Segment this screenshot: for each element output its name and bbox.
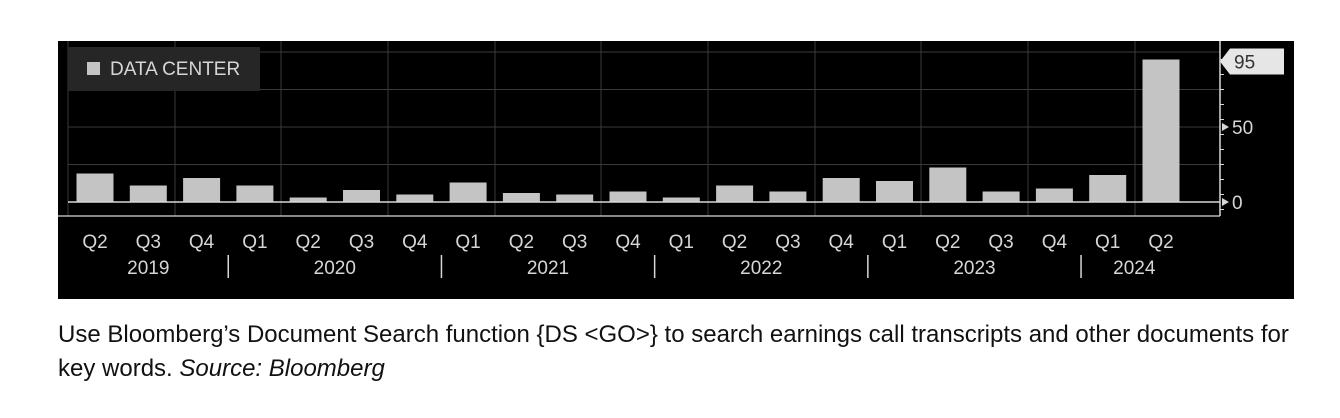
y-tick-label: 0 (1232, 193, 1243, 214)
x-tick-label: Q1 (1095, 232, 1120, 253)
data-center-bar-chart: Q2 Q3 Q4 Q1 Q2 Q3 Q4 Q1 Q2 Q3 Q4 Q1 Q2 Q3 Q4 Q1 Q2 Q3 Q4 Q1… (58, 41, 1284, 279)
last-value-label: 95 (1234, 53, 1255, 74)
bar (1089, 175, 1127, 202)
x-tick-label: Q3 (988, 232, 1013, 253)
x-tick-label: Q2 (296, 232, 321, 253)
year-label: 2022 (740, 258, 782, 279)
x-tick-label: Q2 (935, 232, 960, 253)
bar (769, 191, 807, 202)
y-tick-label: 50 (1232, 118, 1253, 139)
x-tick-label: Q1 (455, 232, 480, 253)
year-labels: 2019 2020 2021 2022 2023 2024 (127, 255, 1156, 279)
bar (396, 194, 434, 202)
figure-caption: Use Bloomberg’s Document Search function… (58, 318, 1308, 386)
x-tick-label: Q1 (669, 232, 694, 253)
bar (556, 194, 594, 202)
y-tick-labels: 0 50 (1222, 118, 1253, 214)
bar (236, 185, 274, 202)
year-label: 2024 (1113, 258, 1156, 279)
axes (58, 41, 1224, 217)
bar (449, 182, 487, 202)
legend: DATA CENTER (68, 47, 260, 91)
bar (822, 178, 860, 202)
bar (716, 185, 754, 202)
bar (289, 197, 327, 202)
bar (662, 197, 700, 202)
x-tick-label: Q3 (775, 232, 800, 253)
legend-label: DATA CENTER (110, 59, 240, 80)
year-label: 2020 (314, 258, 356, 279)
x-tick-label: Q3 (562, 232, 587, 253)
bar (183, 178, 221, 202)
bars (76, 59, 1180, 202)
y-tick-marker (1222, 198, 1229, 206)
x-tick-label: Q1 (882, 232, 907, 253)
x-tick-label: Q3 (349, 232, 374, 253)
bar (982, 191, 1020, 202)
x-tick-label: Q3 (136, 232, 161, 253)
x-tick-label: Q4 (829, 232, 855, 253)
bar (343, 190, 380, 202)
x-tick-labels: Q2 Q3 Q4 Q1 Q2 Q3 Q4 Q1 Q2 Q3 Q4 Q1 Q2 Q3 Q4 Q1 Q2 Q3 Q4 Q1… (82, 232, 1173, 253)
year-label: 2019 (127, 258, 169, 279)
caption-source: Source: Bloomberg (179, 355, 385, 382)
x-tick-label: Q4 (615, 232, 641, 253)
bar (129, 185, 167, 202)
x-tick-label: Q2 (1148, 232, 1173, 253)
x-tick-label: Q1 (242, 232, 267, 253)
last-value-flag: 95 (1220, 48, 1284, 75)
bar (876, 181, 913, 202)
bar (929, 167, 967, 202)
x-tick-label: Q4 (1042, 232, 1068, 253)
bar (76, 173, 114, 202)
y-tick-marker (1222, 123, 1229, 131)
last-value-flag-shape (1220, 48, 1284, 75)
x-tick-label: Q2 (509, 232, 534, 253)
bar (1035, 188, 1073, 202)
bar (1142, 59, 1180, 202)
legend-swatch (87, 62, 100, 75)
caption-text: Use Bloomberg’s Document Search function… (58, 321, 1289, 382)
x-tick-label: Q2 (722, 232, 747, 253)
year-label: 2023 (953, 258, 995, 279)
bar (502, 193, 540, 202)
x-tick-label: Q4 (402, 232, 428, 253)
x-tick-label: Q2 (82, 232, 107, 253)
bar (609, 191, 647, 202)
x-tick-label: Q4 (189, 232, 215, 253)
chart-panel: Q2 Q3 Q4 Q1 Q2 Q3 Q4 Q1 Q2 Q3 Q4 Q1 Q2 Q3 Q4 Q1 Q2 Q3 Q4 Q1… (58, 41, 1294, 299)
year-label: 2021 (527, 258, 569, 279)
